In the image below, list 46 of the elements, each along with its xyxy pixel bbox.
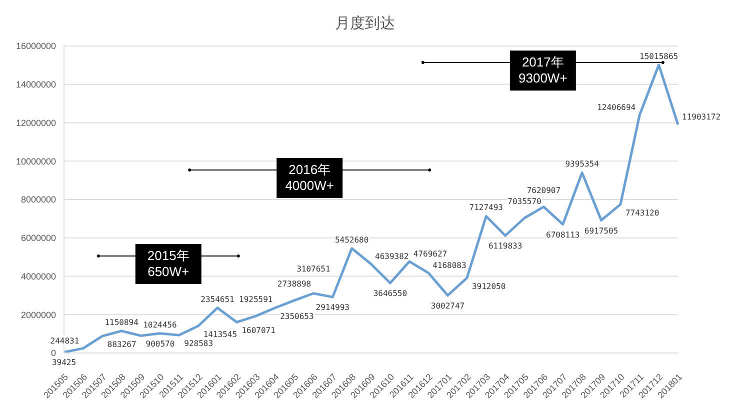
data-label: 9395354 xyxy=(565,160,600,169)
data-label: 3107651 xyxy=(296,264,330,274)
data-label: 12406694 xyxy=(597,102,636,112)
annotation: 2016年 4000W+ xyxy=(285,162,334,194)
data-label: 7035570 xyxy=(508,197,542,206)
data-label: 4769627 xyxy=(413,249,448,258)
y-tick-label: 14000000 xyxy=(16,80,56,90)
data-label: 2738898 xyxy=(277,279,312,288)
data-label: 6119833 xyxy=(488,242,522,251)
data-label: 7743120 xyxy=(625,208,660,218)
data-label: 5452680 xyxy=(334,235,369,244)
data-label: 4168083 xyxy=(432,261,466,270)
data-label: 900570 xyxy=(146,340,175,349)
data-label: 244831 xyxy=(50,336,80,346)
data-label: 3002747 xyxy=(430,301,465,310)
y-tick-label: 4000000 xyxy=(20,271,56,282)
y-tick-label: 0 xyxy=(50,348,56,358)
annotation: 2017年 9300W+ xyxy=(518,54,568,86)
data-label: 1024456 xyxy=(143,320,177,330)
data-label: 11903172 xyxy=(682,112,721,122)
y-tick-label: 6000000 xyxy=(20,233,56,244)
data-label: 7620907 xyxy=(526,186,561,195)
data-label: 7127493 xyxy=(469,203,504,212)
data-label: 2354651 xyxy=(200,294,235,304)
data-label: 883267 xyxy=(107,340,136,350)
y-tick-label: 8000000 xyxy=(20,194,56,205)
data-label: 6708113 xyxy=(546,230,580,240)
y-tick-label: 10000000 xyxy=(16,156,56,166)
data-label: 6917505 xyxy=(584,226,618,236)
y-tick-label: 16000000 xyxy=(16,41,56,52)
data-label: 2350653 xyxy=(280,312,314,321)
y-tick-label: 12000000 xyxy=(16,118,56,128)
data-label: 3912050 xyxy=(472,282,506,291)
annotation: 2015年 650W+ xyxy=(147,248,190,279)
data-label: 3646550 xyxy=(373,289,408,298)
data-label: 2914993 xyxy=(316,303,350,312)
data-label: 1150894 xyxy=(104,318,139,327)
data-label: 1925591 xyxy=(239,295,273,304)
data-label: 1413545 xyxy=(203,330,238,339)
data-label: 39425 xyxy=(52,358,76,368)
data-label: 15015865 xyxy=(640,52,678,61)
data-label: 1607071 xyxy=(242,326,276,336)
data-label: 928583 xyxy=(184,339,214,348)
y-tick-label: 2000000 xyxy=(20,310,56,320)
data-label: 4639382 xyxy=(375,252,409,261)
chart-title: 月度到达 xyxy=(334,14,396,34)
